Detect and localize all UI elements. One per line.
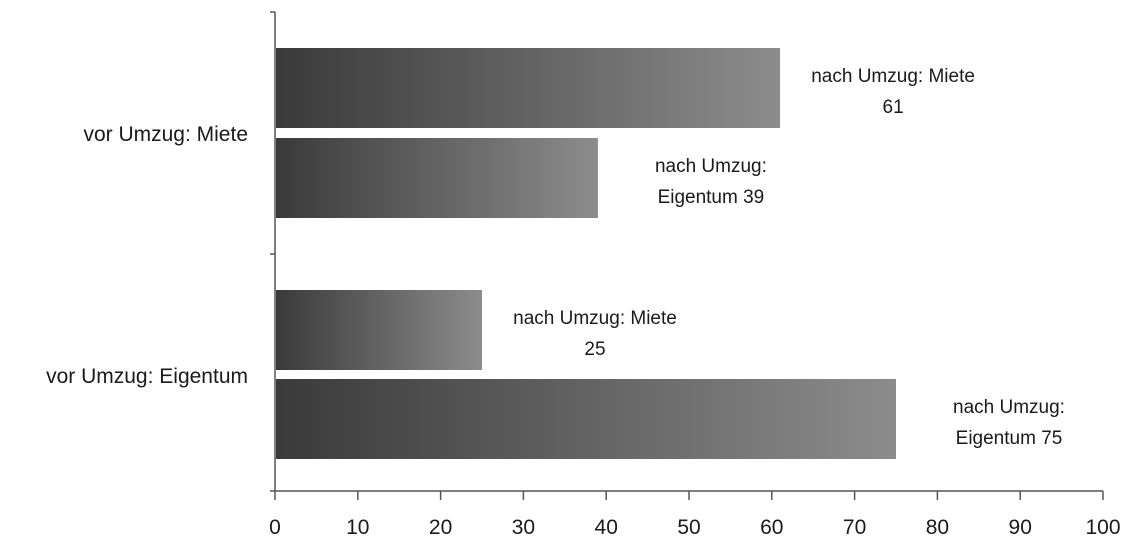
x-tick-label-30: 30	[512, 516, 535, 539]
bar-3	[276, 290, 482, 370]
bar-2	[276, 138, 598, 218]
data-label-1: nach Umzug: Miete 61	[811, 66, 975, 118]
bar-4	[276, 379, 896, 459]
bar-1	[276, 48, 781, 128]
x-tick-label-20: 20	[429, 516, 452, 539]
category-label-2: vor Umzug: Eigentum	[46, 365, 248, 388]
x-tick-label-60: 60	[760, 516, 783, 539]
axes	[270, 11, 1104, 500]
x-tick-label-50: 50	[677, 516, 700, 539]
data-label-4: nach Umzug: Eigentum 75	[953, 397, 1065, 449]
bars	[276, 48, 896, 459]
x-tick-label-80: 80	[926, 516, 949, 539]
x-tick-label-100: 100	[1085, 516, 1120, 539]
x-tick-label-10: 10	[346, 516, 369, 539]
data-label-3: nach Umzug: Miete 25	[513, 308, 677, 360]
category-label-1: vor Umzug: Miete	[83, 123, 248, 146]
x-tick-label-70: 70	[843, 516, 866, 539]
x-tick-label-40: 40	[595, 516, 618, 539]
labels: nach Umzug: Miete 61 nach Umzug: Eigentum 3…	[46, 66, 1120, 539]
x-tick-label-90: 90	[1009, 516, 1032, 539]
data-label-2: nach Umzug: Eigentum 39	[655, 156, 767, 208]
x-tick-label-0: 0	[269, 516, 281, 539]
